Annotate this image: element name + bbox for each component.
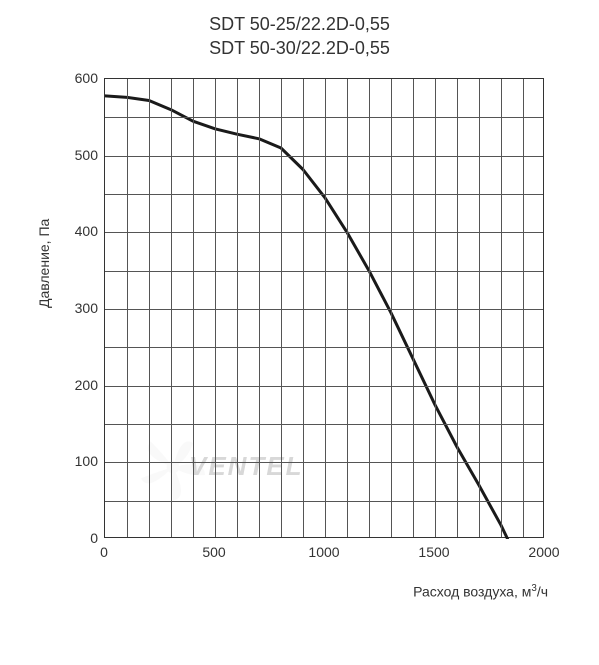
gridline-v (127, 79, 128, 537)
gridline-h (105, 462, 543, 463)
gridline-h (105, 271, 543, 272)
gridline-h (105, 424, 543, 425)
gridline-h (105, 232, 543, 233)
gridline-v (413, 79, 414, 537)
title-line-1: SDT 50-25/22.2D-0,55 (0, 12, 599, 36)
x-tick-label: 500 (202, 544, 225, 560)
gridline-h (105, 156, 543, 157)
y-tick-label: 100 (58, 453, 98, 469)
x-tick-label: 2000 (528, 544, 559, 560)
plot-area: VENTEL (104, 78, 544, 538)
gridline-v (325, 79, 326, 537)
gridline-v (259, 79, 260, 537)
gridline-h (105, 347, 543, 348)
gridline-v (347, 79, 348, 537)
title-line-2: SDT 50-30/22.2D-0,55 (0, 36, 599, 60)
gridline-v (303, 79, 304, 537)
gridline-h (105, 309, 543, 310)
y-tick-label: 300 (58, 300, 98, 316)
x-axis-label: Расход воздуха, м3/ч (413, 583, 548, 600)
gridline-h (105, 194, 543, 195)
x-tick-label: 1500 (418, 544, 449, 560)
gridline-v (149, 79, 150, 537)
gridline-v (369, 79, 370, 537)
curve-path (105, 96, 508, 539)
x-tick-label: 0 (100, 544, 108, 560)
gridline-v (237, 79, 238, 537)
gridline-h (105, 117, 543, 118)
gridline-v (457, 79, 458, 537)
gridline-v (501, 79, 502, 537)
gridline-v (215, 79, 216, 537)
gridline-v (193, 79, 194, 537)
y-axis-label: Давление, Па (36, 219, 52, 308)
gridline-h (105, 501, 543, 502)
gridline-v (171, 79, 172, 537)
gridline-v (435, 79, 436, 537)
gridline-v (479, 79, 480, 537)
y-tick-label: 500 (58, 147, 98, 163)
y-tick-label: 400 (58, 223, 98, 239)
x-tick-label: 1000 (308, 544, 339, 560)
x-axis-label-text: Расход воздуха, м (413, 584, 531, 600)
y-tick-label: 0 (58, 530, 98, 546)
chart-area: Давление, Па VENTEL Расход воздуха, м3/ч… (60, 78, 560, 598)
chart-titles: SDT 50-25/22.2D-0,55 SDT 50-30/22.2D-0,5… (0, 12, 599, 61)
x-axis-label-suffix: /ч (537, 584, 548, 600)
y-tick-label: 600 (58, 70, 98, 86)
gridline-v (281, 79, 282, 537)
chart-container: SDT 50-25/22.2D-0,55 SDT 50-30/22.2D-0,5… (0, 0, 599, 665)
gridline-v (523, 79, 524, 537)
gridline-v (391, 79, 392, 537)
y-tick-label: 200 (58, 377, 98, 393)
gridline-h (105, 386, 543, 387)
